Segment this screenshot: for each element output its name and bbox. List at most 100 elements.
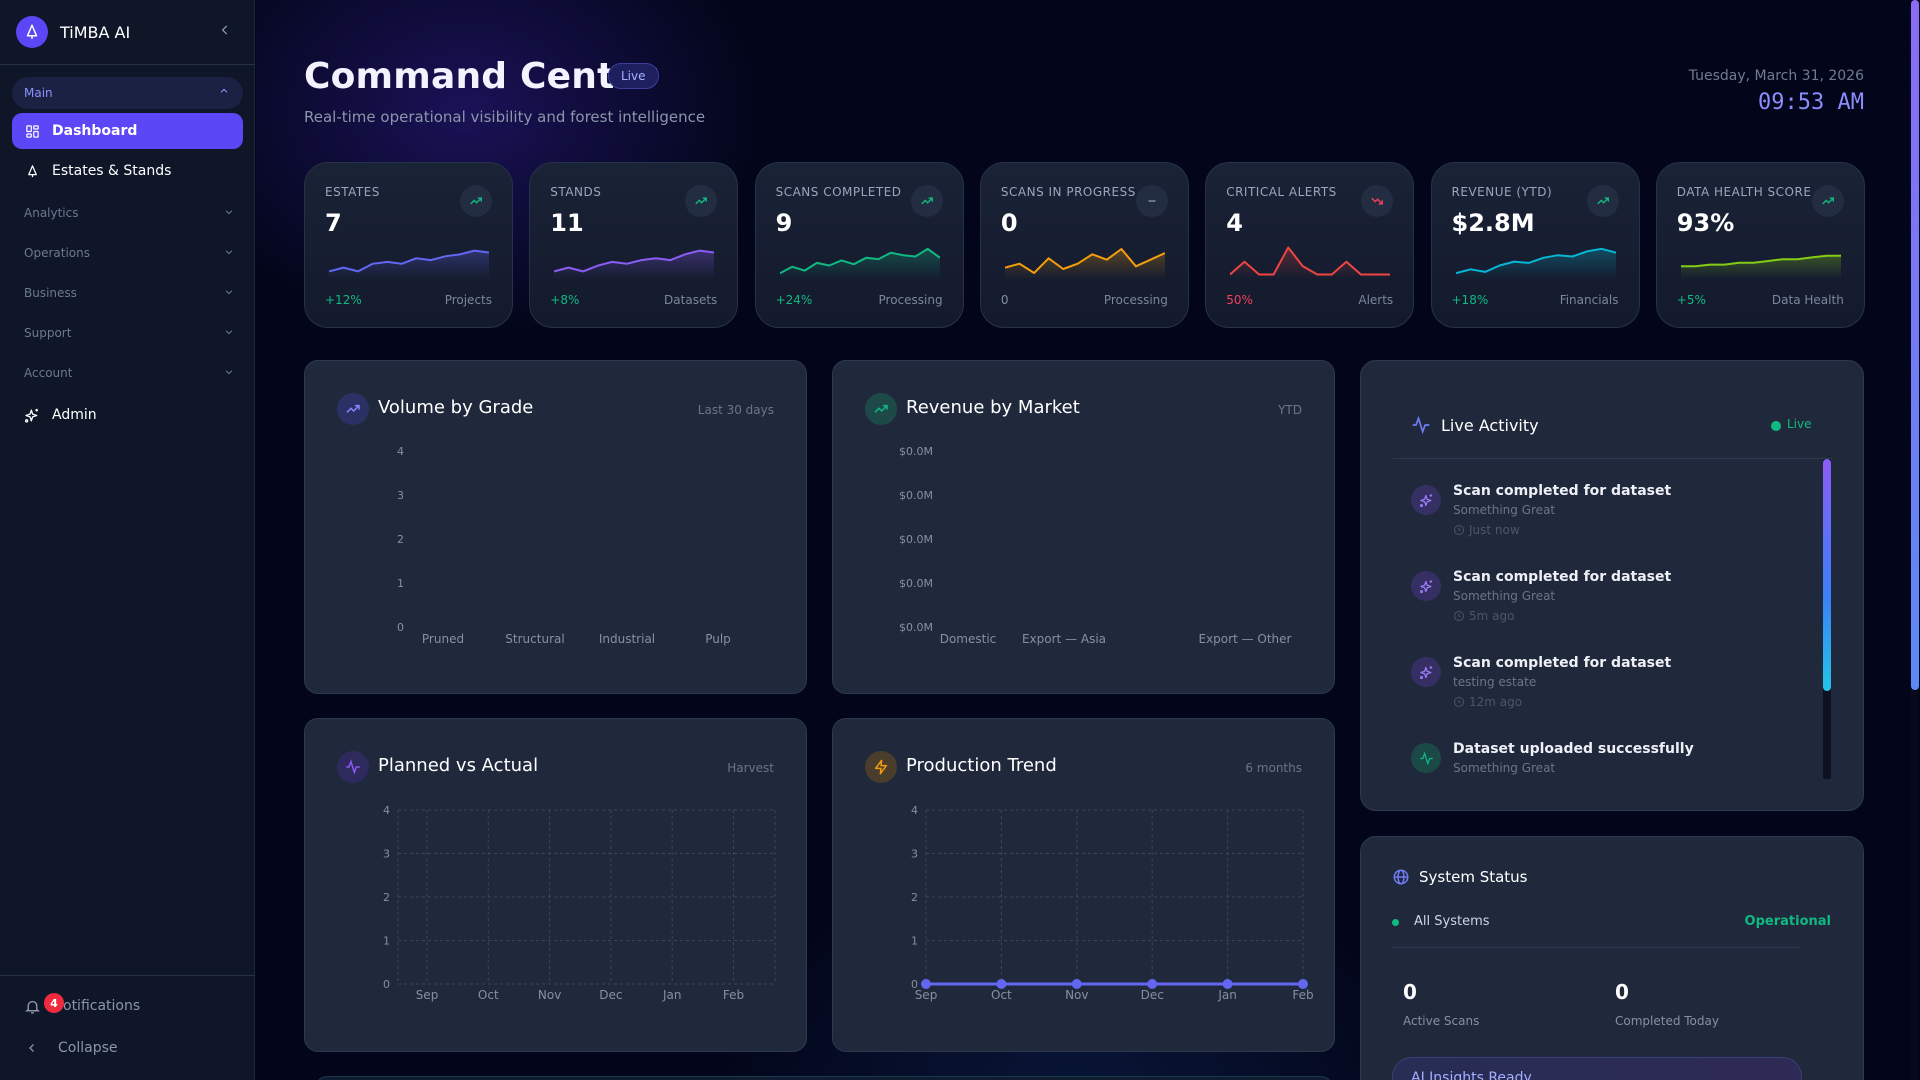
card-title: System Status (1419, 868, 1528, 886)
y-tick-label: $0.0M (899, 489, 933, 502)
activity-title: Dataset uploaded successfully (1453, 741, 1694, 757)
sparkline-line (329, 249, 489, 273)
x-tick-label: Feb (723, 988, 744, 1002)
chart-svg: 0 1 2 3 4 Pruned Structural Industrial Pulp (397, 445, 731, 646)
divider (0, 64, 255, 65)
kpi-card[interactable]: CRITICAL ALERTS 4 50% Alerts (1205, 162, 1415, 328)
sparkles-icon (24, 407, 40, 423)
kpi-change: +24% (775, 293, 813, 307)
ai-insights-banner[interactable]: AI Insights Ready (1392, 1057, 1802, 1080)
data-point[interactable] (1222, 979, 1233, 989)
kpi-card[interactable]: REVENUE (YTD) $2.8M +18% Financials (1430, 162, 1640, 328)
sparkline-area (779, 248, 940, 279)
y-tick-label: 2 (383, 891, 390, 904)
x-tick-label: Sep (915, 988, 938, 1002)
y-tick-label: 4 (911, 804, 918, 817)
sparkline-line (1230, 246, 1391, 276)
sidebar-item-label: Estates & Stands (52, 163, 172, 179)
page-scrollbar-thumb[interactable] (1911, 0, 1919, 690)
current-time: 09:53 AM (1758, 90, 1864, 115)
x-tick-label: Nov (1065, 988, 1088, 1002)
y-tick-label: 4 (397, 445, 404, 458)
data-point[interactable] (1298, 979, 1308, 989)
live-badge: Live (608, 63, 659, 89)
activity-scrollbar-thumb[interactable] (1823, 459, 1831, 691)
nav-group-label: Account (24, 366, 73, 380)
activity-item[interactable]: Scan completed for dataset Something Gre… (1411, 569, 1791, 651)
collapse-sidebar-button[interactable]: Collapse (26, 1040, 118, 1056)
kpi-value: 11 (550, 209, 584, 237)
activity-scrollbar-track[interactable] (1823, 459, 1831, 779)
divider (0, 975, 255, 976)
system-status-card: System Status All Systems Operational 0 … (1360, 836, 1864, 1080)
chevron-down-icon (224, 207, 234, 220)
data-point[interactable] (1147, 979, 1158, 989)
sparkline-line (779, 247, 940, 275)
completed-today-label: Completed Today (1615, 1014, 1719, 1028)
activity-title: Scan completed for dataset (1453, 483, 1672, 499)
notification-count-badge: 4 (44, 993, 64, 1013)
sparkles-icon (1411, 657, 1441, 687)
trending-up-icon (337, 393, 369, 425)
sparkline-line (1680, 254, 1841, 268)
activity-time: Just now (1453, 523, 1520, 537)
current-date: Tuesday, March 31, 2026 (1688, 68, 1864, 84)
lightning-icon (865, 751, 897, 783)
x-tick-label: Export — Other (1199, 632, 1292, 646)
sidebar-item-dashboard[interactable]: Dashboard (12, 113, 243, 149)
sparkline-area (329, 250, 489, 279)
sidebar-item-estates-stands[interactable]: Estates & Stands (12, 153, 243, 189)
data-point[interactable] (921, 979, 931, 989)
nav-group-support[interactable]: Support (24, 323, 234, 343)
sparkline-line (1004, 248, 1165, 274)
notifications-button[interactable]: 4 otifications (24, 993, 140, 1017)
data-point[interactable] (1071, 979, 1082, 989)
activity-subtitle: Something Great (1453, 761, 1556, 775)
sparkline-area (1004, 249, 1165, 279)
nav-group-operations[interactable]: Operations (24, 243, 234, 263)
kpi-value: 4 (1226, 209, 1243, 237)
kpi-label: REVENUE (YTD) (1451, 185, 1553, 199)
activity-time-label: 12m ago (1469, 695, 1523, 709)
kpi-card[interactable]: STANDS 11 +8% Datasets (529, 162, 739, 328)
card-tag: 6 months (1245, 761, 1302, 775)
brand[interactable]: TiMBA AI (16, 16, 130, 48)
kpi-card[interactable]: DATA HEALTH SCORE 93% +5% Data Health (1655, 162, 1865, 328)
activity-item[interactable]: Scan completed for dataset testing estat… (1411, 655, 1791, 737)
chart-svg: $0.0M $0.0M $0.0M $0.0M $0.0M Domestic Export … (899, 445, 1292, 646)
chevron-left-icon[interactable] (218, 22, 234, 42)
kpi-sparkline (554, 249, 715, 279)
y-tick-label: $0.0M (899, 577, 933, 590)
x-tick-label: Nov (538, 988, 561, 1002)
kpi-label: STANDS (550, 185, 602, 199)
x-tick-label: Jan (662, 988, 682, 1002)
nav-group-main[interactable]: Main (12, 77, 243, 109)
kpi-card[interactable]: SCANS IN PROGRESS 0 0 Processing (979, 162, 1189, 328)
tree-icon (24, 163, 40, 179)
kpi-sparkline (779, 247, 940, 279)
activity-title: Scan completed for dataset (1453, 655, 1672, 671)
activity-item[interactable]: Dataset uploaded successfully Something … (1411, 741, 1791, 823)
kpi-change: +12% (325, 293, 362, 307)
y-tick-label: $0.0M (899, 621, 933, 634)
nav-group-business[interactable]: Business (24, 283, 234, 303)
y-tick-label: 1 (383, 935, 390, 948)
activity-item[interactable]: Scan completed for dataset Something Gre… (1411, 483, 1791, 565)
kpi-card[interactable]: ESTATES 7 +12% Projects (304, 162, 513, 328)
data-point[interactable] (996, 979, 1007, 989)
chart-svg: 0 1 2 3 4 Sep Oct Nov Dec Jan Feb (383, 804, 776, 1002)
y-tick-label: 4 (383, 804, 390, 817)
x-tick-label: Pruned (422, 632, 464, 646)
bell-icon (24, 998, 41, 1015)
kpi-card[interactable]: SCANS COMPLETED 9 +24% Processing (754, 162, 964, 328)
sidebar-item-admin[interactable]: Admin (12, 397, 243, 433)
status-badge: Operational (1744, 914, 1831, 929)
x-tick-label: Jan (1217, 988, 1237, 1002)
nav-group-analytics[interactable]: Analytics (24, 203, 234, 223)
x-tick-label: Industrial (599, 632, 655, 646)
y-tick-label: $0.0M (899, 533, 933, 546)
sidebar-item-label: Dashboard (52, 123, 138, 139)
nav-group-account[interactable]: Account (24, 363, 234, 383)
kpi-sparkline (1230, 246, 1391, 279)
card-title: Live Activity (1441, 416, 1539, 435)
